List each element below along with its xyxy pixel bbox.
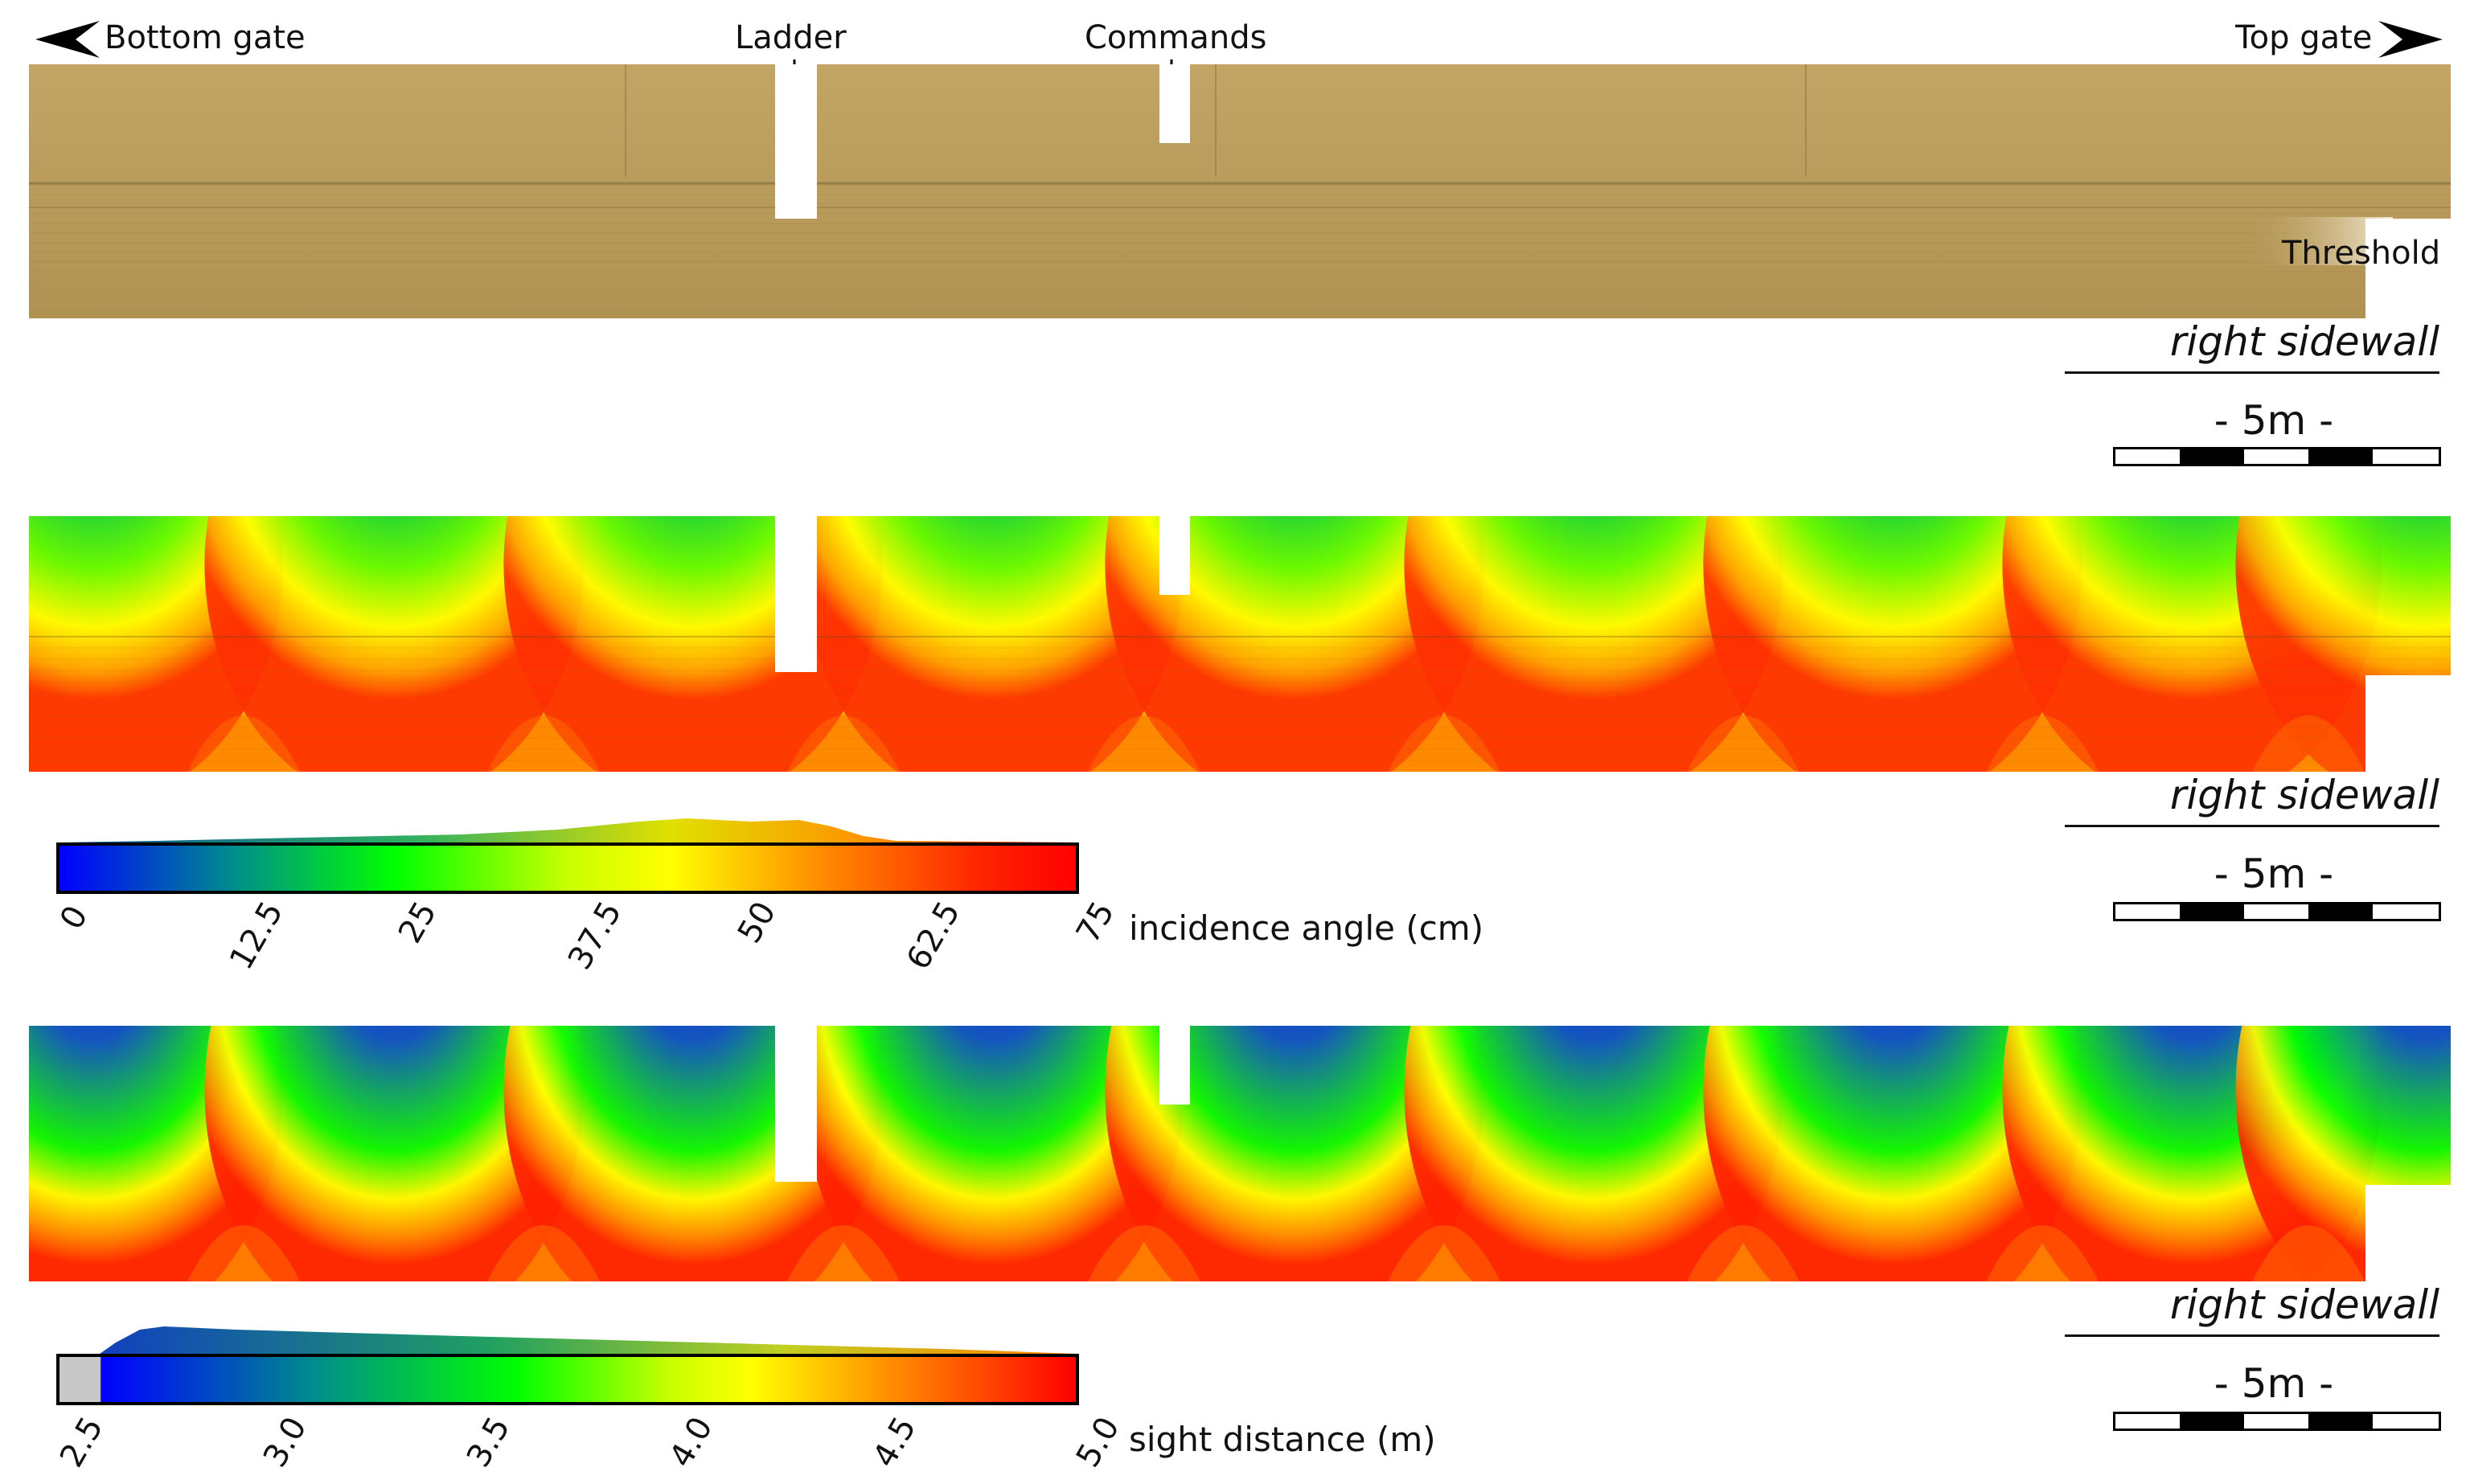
colorbar-1-tick-4: 4.5 xyxy=(866,1411,924,1474)
sight-distance-colorbar-title: sight distance (m) xyxy=(1129,1420,1436,1459)
colorbar-0-tick-4: 50 xyxy=(730,895,783,949)
commands-label: Commands xyxy=(1085,19,1267,56)
bottom-gate-arrow-icon xyxy=(35,21,100,61)
colorbar-1-tick-0: 2.5 xyxy=(53,1411,111,1474)
sight-distance-colorbar xyxy=(56,1354,1079,1405)
colorbar-0-tick-5: 62.5 xyxy=(900,896,968,977)
panel-1-sidewall-label: right sidewall xyxy=(2169,318,2439,365)
panel-3-sidewall-label: right sidewall xyxy=(2169,1281,2439,1328)
panel-3-scale-bar xyxy=(2113,1412,2441,1431)
top-gate-label: Top gate xyxy=(2235,19,2373,56)
incidence-histogram xyxy=(59,815,1076,846)
ladder-label: Ladder xyxy=(735,19,847,56)
threshold-label: Threshold xyxy=(2282,235,2441,272)
colorbar-1-tick-1: 3.0 xyxy=(256,1411,314,1474)
panel-3-rule xyxy=(2065,1334,2439,1337)
panel-1-scale-label: - 5m - xyxy=(2214,397,2334,444)
wall-texture-map xyxy=(29,64,2451,318)
sight-distance-histogram xyxy=(59,1322,1076,1357)
colorbar-0-tick-3: 37.5 xyxy=(561,896,630,977)
panel-2-sidewall-label: right sidewall xyxy=(2169,772,2439,818)
bottom-gate-label: Bottom gate xyxy=(105,19,306,56)
panel-2-rule xyxy=(2065,825,2439,827)
colorbar-0-tick-1: 12.5 xyxy=(222,896,291,977)
panel-2-scale-bar xyxy=(2113,902,2441,921)
colorbar-1-tick-2: 3.5 xyxy=(459,1411,518,1474)
panel-1-rule xyxy=(2065,371,2439,374)
colorbar-0-tick-6: 75 xyxy=(1069,895,1122,949)
colorbar-0-tick-2: 25 xyxy=(392,895,445,949)
top-gate-arrow-icon xyxy=(2378,21,2443,61)
panel-3-scale-label: - 5m - xyxy=(2214,1360,2334,1407)
panel-2-scale-label: - 5m - xyxy=(2214,851,2334,897)
incidence-angle-map xyxy=(29,516,2451,772)
colorbar-1-tick-5: 5.0 xyxy=(1069,1411,1127,1474)
colorbar-1-tick-3: 4.0 xyxy=(663,1411,721,1474)
panel-1-scale-bar xyxy=(2113,447,2441,466)
incidence-colorbar xyxy=(56,842,1079,894)
incidence-colorbar-title: incidence angle (cm) xyxy=(1129,908,1484,948)
sight-distance-map xyxy=(29,1026,2451,1281)
colorbar-0-tick-0: 0 xyxy=(53,899,96,936)
